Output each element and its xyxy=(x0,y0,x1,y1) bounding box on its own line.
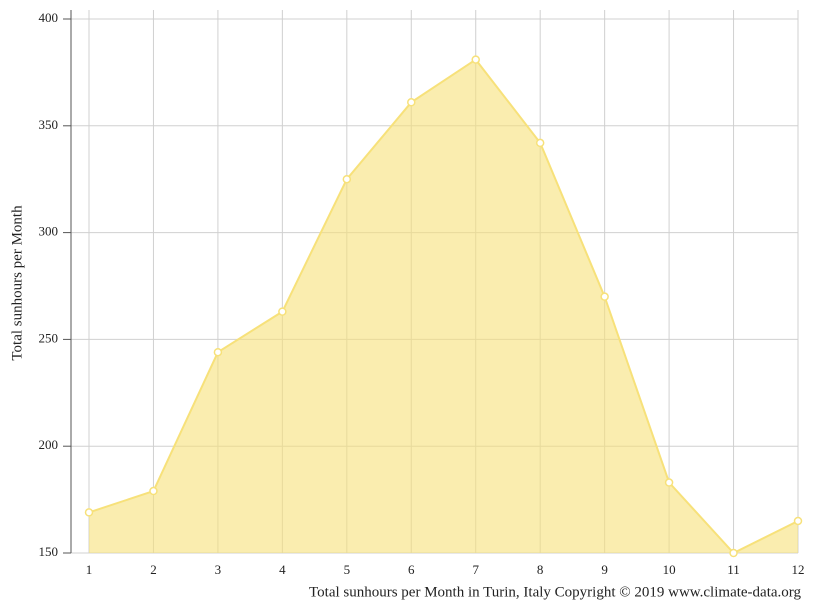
x-tick-label: 4 xyxy=(279,562,286,577)
x-tick-label: 8 xyxy=(537,562,544,577)
point xyxy=(600,292,609,301)
x-tick-label: 10 xyxy=(663,562,676,577)
point xyxy=(213,347,223,357)
y-tick-label: 300 xyxy=(39,224,59,239)
point xyxy=(84,508,94,517)
point xyxy=(278,307,287,316)
y-tick-label: 200 xyxy=(39,437,59,452)
x-tick-label: 5 xyxy=(344,562,351,577)
point xyxy=(407,98,416,107)
point xyxy=(793,516,803,526)
x-tick-label: 12 xyxy=(792,562,805,577)
y-axis-label: Total sunhours per Month xyxy=(9,205,25,361)
x-tick-label: 6 xyxy=(408,562,415,577)
point xyxy=(729,548,738,558)
x-tick-label: 9 xyxy=(601,562,608,577)
y-tick-label: 150 xyxy=(39,544,59,559)
point xyxy=(342,174,352,184)
point xyxy=(149,486,158,496)
point xyxy=(664,478,674,487)
x-tick-label: 3 xyxy=(215,562,222,577)
x-tick-label: 11 xyxy=(727,562,740,577)
y-tick-label: 350 xyxy=(39,117,59,132)
x-tick-label: 1 xyxy=(86,562,93,577)
point xyxy=(535,138,545,148)
caption: Total sunhours per Month in Turin, Italy… xyxy=(309,584,801,600)
x-tick-label: 2 xyxy=(150,562,157,577)
area xyxy=(89,59,798,554)
x-tick-label: 7 xyxy=(472,562,479,577)
line xyxy=(88,58,799,555)
point xyxy=(471,55,480,64)
y-tick-label: 400 xyxy=(39,10,59,25)
y-tick-label: 250 xyxy=(39,330,59,345)
